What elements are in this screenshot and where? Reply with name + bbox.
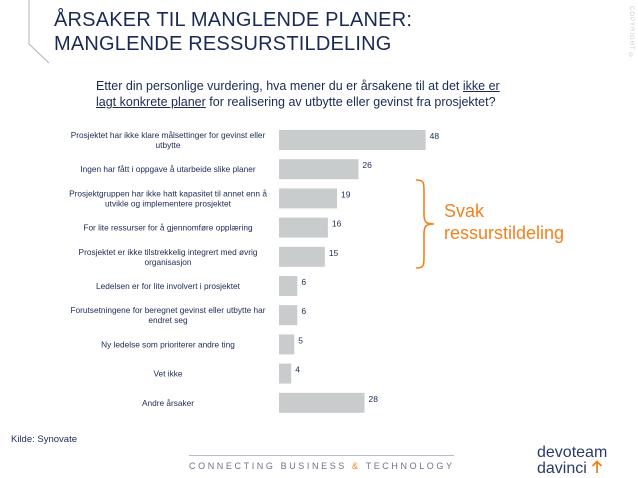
bar-chart: 48 Prosjektet har ikke klare målsettinger… [69, 130, 440, 413]
category-label-8: Ny ledelse som prioriterer andre ting [101, 339, 235, 349]
bar-3 [279, 188, 338, 209]
category-label-1-line-1: Prosjektet har ikke klare målsettinger f… [71, 130, 266, 140]
bar-8 [279, 334, 295, 355]
tagline-part-2: TECHNOLOGY [365, 461, 455, 471]
bar-value-2: 26 [362, 160, 372, 170]
title-frame [28, 0, 50, 64]
source-note: Kilde: Synovate [11, 434, 78, 445]
bar-6 [279, 276, 298, 296]
category-label-4: For lite ressurser for å gjennomføre opp… [83, 223, 253, 233]
bar-5 [279, 246, 325, 267]
category-label-7-line-2: endret seg [148, 315, 188, 325]
category-label-9-line-1: Vet ikke [153, 369, 182, 379]
bar-10 [279, 392, 365, 413]
category-label-5: Prosjektet er ikke tilstrekkelig integre… [79, 247, 258, 267]
category-label-3-line-2: utvikle og implementere prosjektet [105, 198, 232, 208]
page-title-line-2: MANGLENDE RESSURSTILDELING [54, 33, 392, 55]
category-label-5-line-2: organisasjon [144, 257, 191, 267]
question-text-1: Etter din personlige vurdering, hva mene… [96, 79, 460, 93]
bar-9 [279, 363, 292, 384]
question-text-underlined: ikke er lagt konkrete planer [96, 79, 500, 109]
footer-divider [189, 455, 454, 456]
category-label-7-line-1: Forutsetningene for beregnet gevinst ell… [70, 305, 265, 315]
category-label-1: Prosjektet har ikke klare målsettinger f… [71, 130, 266, 150]
category-label-3: Prosjektgruppen har ikke hatt kapasitet … [69, 188, 267, 208]
bar-value-6: 6 [301, 277, 306, 287]
category-label-3-line-1: Prosjektgruppen har ikke hatt kapasitet … [69, 188, 267, 198]
footer-tagline: CONNECTING BUSINESS & TECHNOLOGY [189, 461, 455, 471]
category-label-2-line-1: Ingen har fått i oppgave å utarbeide sli… [80, 164, 256, 174]
category-label-9: Vet ikke [153, 369, 182, 379]
category-label-6: Ledelsen er for lite involvert i prosjek… [96, 281, 241, 291]
category-label-7: Forutsetningene for beregnet gevinst ell… [70, 305, 265, 325]
category-label-1-line-2: utbytte [156, 140, 181, 150]
logo-line-1: devoteam [537, 444, 608, 461]
bar-7 [279, 305, 298, 326]
logo-arrow-icon [592, 460, 603, 473]
category-label-2: Ingen har fått i oppgave å utarbeide sli… [80, 164, 256, 174]
survey-question: Etter din personlige vurdering, hva mene… [96, 78, 501, 110]
logo-line-2: davinci [537, 460, 607, 477]
category-label-6-line-1: Ledelsen er for lite involvert i prosjek… [96, 281, 241, 291]
category-label-10: Andre årsaker [142, 398, 194, 408]
copyright-notice: COPYRIGHT © [628, 6, 634, 61]
tagline-part-1: CONNECTING BUSINESS [189, 461, 347, 471]
callout-line-2: ressurstildeling [444, 223, 565, 243]
page-title: ÅRSAKER TIL MANGLENDE PLANER: MANGLENDE … [54, 8, 412, 56]
bar-value-10: 28 [369, 394, 379, 404]
page-title-line-1: ÅRSAKER TIL MANGLENDE PLANER: [54, 9, 413, 31]
bar-value-7: 6 [301, 306, 306, 316]
category-label-8-line-1: Ny ledelse som prioriterer andre ting [101, 339, 235, 349]
curly-bracket [415, 179, 435, 269]
category-label-4-line-1: For lite ressurser for å gjennomføre opp… [83, 223, 253, 233]
category-label-5-line-1: Prosjektet er ikke tilstrekkelig integre… [79, 247, 258, 257]
bar-value-4: 16 [332, 219, 342, 229]
bar-2 [279, 159, 359, 180]
callout-line-1: Svak [444, 201, 485, 221]
bar-value-9: 4 [295, 365, 300, 375]
bar-4 [279, 217, 328, 238]
callout-text: Svak ressurstildeling [444, 200, 564, 244]
question-text-2: for realisering av utbytte eller gevinst… [209, 95, 496, 109]
bar-value-8: 5 [298, 335, 303, 345]
logo-line-2-text: davinci [537, 460, 587, 477]
bar-1 [279, 130, 426, 150]
bar-value-1: 48 [430, 131, 440, 141]
bar-value-3: 19 [341, 189, 351, 199]
category-label-10-line-1: Andre årsaker [142, 398, 194, 408]
bar-value-5: 15 [329, 248, 339, 258]
company-logo: devoteam davinci [537, 444, 608, 477]
tagline-ampersand: & [352, 461, 361, 471]
